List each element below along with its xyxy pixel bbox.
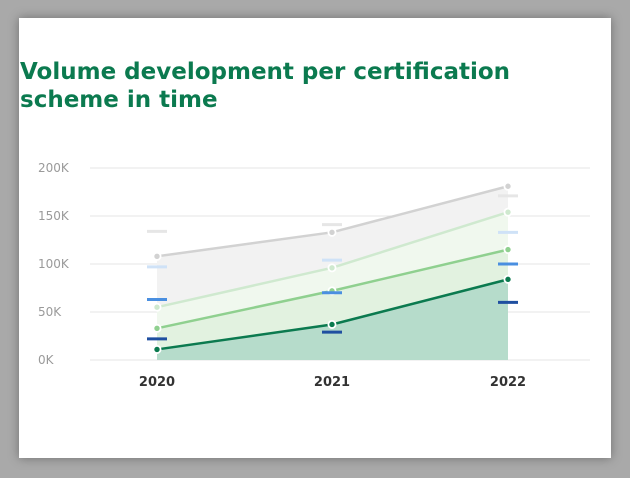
data-point bbox=[152, 302, 162, 312]
y-tick-label: 200K bbox=[38, 161, 70, 175]
data-point bbox=[503, 207, 513, 217]
chart-title: Volume development per certification sch… bbox=[20, 59, 511, 113]
y-tick-label: 0K bbox=[38, 353, 55, 367]
series-area-4 bbox=[157, 279, 508, 360]
data-point bbox=[327, 319, 337, 329]
data-point bbox=[152, 251, 162, 261]
y-tick-label: 50K bbox=[38, 305, 62, 319]
x-tick-label: 2022 bbox=[490, 375, 526, 390]
x-tick-label: 2021 bbox=[314, 375, 350, 390]
data-point bbox=[327, 263, 337, 273]
y-tick-label: 100K bbox=[38, 257, 70, 271]
data-point bbox=[152, 323, 162, 333]
x-tick-label: 2020 bbox=[139, 375, 175, 390]
y-tick-label: 150K bbox=[38, 209, 70, 223]
data-point bbox=[503, 181, 513, 191]
data-point bbox=[503, 274, 513, 284]
data-point bbox=[152, 344, 162, 354]
data-point bbox=[503, 245, 513, 255]
data-point bbox=[327, 227, 337, 237]
